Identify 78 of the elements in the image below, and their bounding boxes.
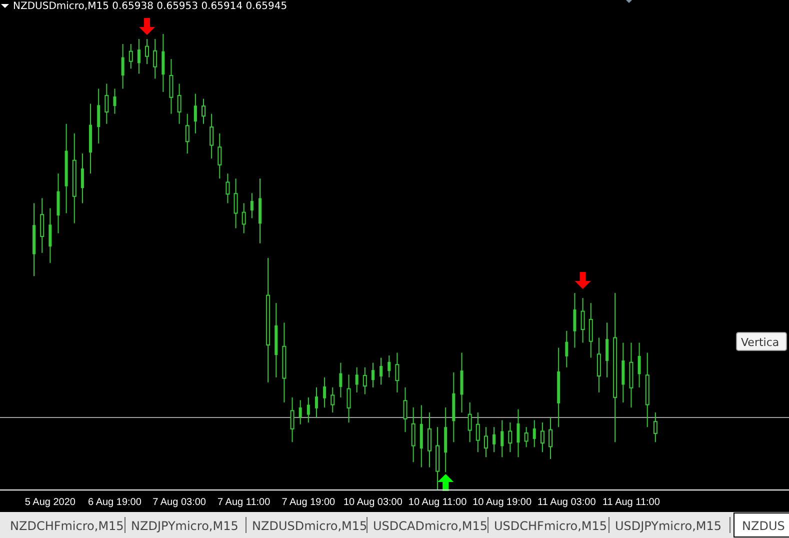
- x-tick-label: 6 Aug 19:00: [88, 497, 142, 508]
- candlestick: [380, 357, 383, 386]
- candlestick: [153, 38, 158, 80]
- candlestick: [532, 420, 536, 448]
- candlestick: [48, 208, 52, 264]
- candlestick: [113, 88, 116, 114]
- candlestick: [573, 292, 576, 348]
- x-tick-label: 11 Aug 03:00: [538, 497, 596, 508]
- candlestick: [194, 93, 197, 134]
- candlestick: [250, 192, 254, 219]
- candlestick: [638, 342, 641, 388]
- x-tick-label: 7 Aug 19:00: [282, 497, 336, 508]
- candlestick: [137, 38, 140, 74]
- candlestick: [290, 396, 294, 443]
- text: USDCHFmicro,M15: [494, 519, 608, 533]
- candlestick: [427, 412, 432, 468]
- candlestick: [306, 396, 310, 424]
- candlestick: [355, 366, 358, 393]
- candlestick: [128, 44, 133, 70]
- candlestick: [580, 298, 585, 344]
- candlestick: [185, 113, 190, 154]
- candlestick: [508, 422, 512, 453]
- candlestick: [145, 38, 150, 65]
- candlestick: [516, 408, 520, 458]
- candlestick: [162, 34, 165, 92]
- x-tick-label: 10 Aug 03:00: [344, 497, 403, 508]
- candlestick: [314, 386, 318, 418]
- x-tick-label: 11 Aug 11:00: [602, 497, 660, 508]
- candlestick: [588, 302, 593, 358]
- candlestick: [346, 374, 351, 424]
- candlestick: [210, 113, 214, 159]
- text: NZDUSDmicro,M15: [252, 519, 368, 533]
- candlestick: [565, 330, 568, 368]
- candlestick: [234, 178, 238, 229]
- candlestick: [177, 83, 182, 124]
- candlestick: [388, 354, 391, 378]
- candlestick: [411, 406, 416, 463]
- candlestick: [395, 352, 400, 393]
- candlestick: [339, 362, 342, 398]
- candlestick: [362, 366, 367, 395]
- candlestick: [97, 88, 100, 144]
- candlestick: [596, 337, 601, 393]
- x-tick-label: 7 Aug 11:00: [218, 497, 271, 508]
- candlestick: [371, 362, 374, 388]
- candlestick: [323, 376, 326, 408]
- candlestick: [403, 386, 408, 433]
- text: NZDUS: [742, 519, 785, 533]
- x-tick-label: 7 Aug 03:00: [152, 497, 206, 508]
- candlestick: [226, 173, 230, 204]
- x-tick-label: 10 Aug 11:00: [408, 497, 468, 508]
- candlestick: [468, 402, 472, 443]
- candlestick: [524, 426, 528, 448]
- candlestick: [540, 422, 544, 453]
- candlestick: [492, 426, 496, 453]
- candlestick: [298, 400, 302, 425]
- candlestick: [476, 412, 480, 453]
- text: NZDJPYmicro,M15: [131, 519, 238, 533]
- candlestick: [104, 83, 109, 124]
- text: Vertica: [741, 336, 780, 349]
- text: USDJPYmicro,M15: [615, 519, 722, 533]
- candlestick: [169, 58, 174, 114]
- x-tick-label: 5 Aug 2020: [24, 497, 76, 508]
- candlestick: [242, 202, 246, 234]
- candlestick: [500, 420, 504, 458]
- text: NZDCHFmicro,M15: [10, 519, 124, 533]
- candlestick: [606, 322, 609, 378]
- candlestick: [653, 412, 658, 443]
- chart-title: NZDUSDmicro,M15 0.65938 0.65953 0.65914 0.65945: [13, 1, 288, 12]
- candlestick: [40, 198, 44, 254]
- candlestick: [330, 386, 335, 413]
- x-tick-label: 10 Aug 19:00: [472, 497, 532, 508]
- candlestick: [121, 44, 124, 90]
- candlestick: [202, 98, 206, 124]
- candlestick: [218, 132, 222, 180]
- candlestick: [484, 426, 488, 458]
- candlestick: [548, 416, 553, 460]
- text: USDCADmicro,M15: [373, 519, 488, 533]
- candlestick: [80, 152, 84, 204]
